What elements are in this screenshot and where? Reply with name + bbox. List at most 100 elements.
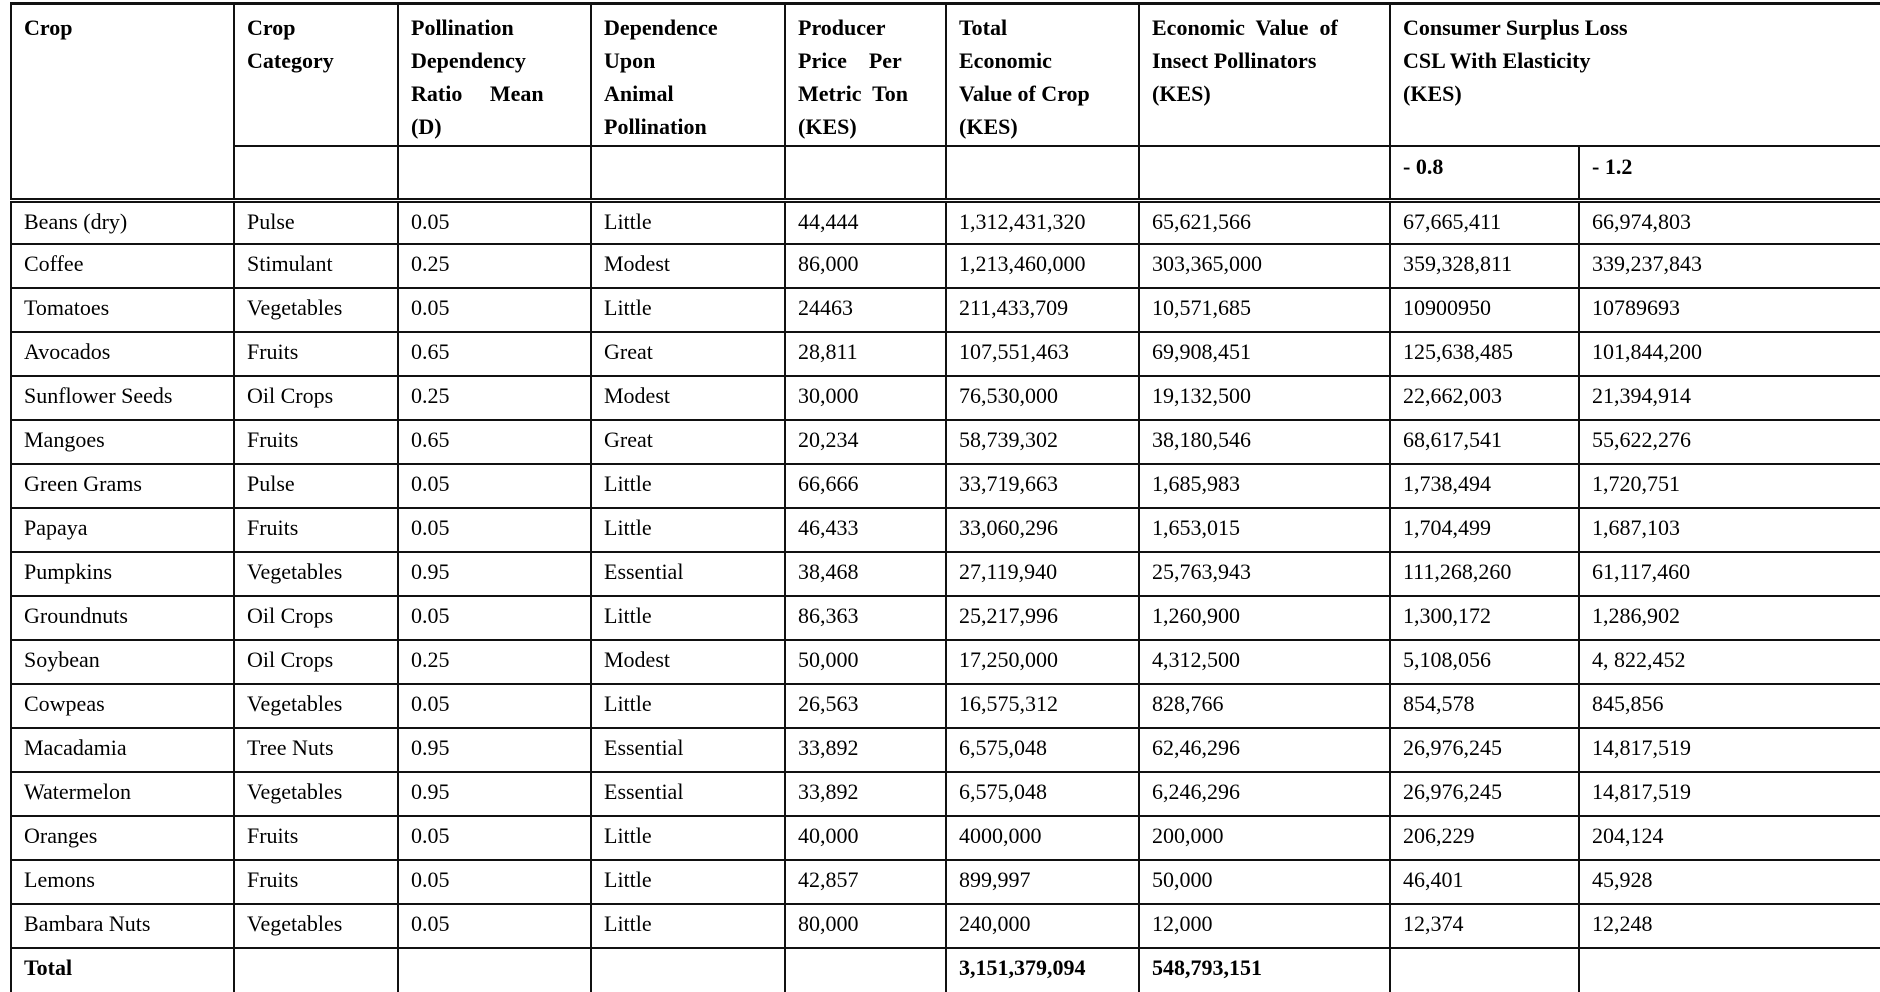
cell-price: 40,000 [784, 815, 947, 861]
cell-pollinator_value: 62,46,296 [1138, 727, 1391, 773]
cell-pollinator_value: 19,132,500 [1138, 375, 1391, 421]
table-row: Oranges Fruits 0.05 Little 40,000 4000,000 200… [10, 815, 1880, 861]
cell-crop: Oranges [10, 815, 235, 861]
total-empty-ratio [397, 947, 592, 992]
cell-dependence: Great [590, 331, 786, 377]
cell-ratio: 0.65 [397, 331, 592, 377]
cell-ratio: 0.25 [397, 639, 592, 685]
cell-pollinator_value: 50,000 [1138, 859, 1391, 905]
total-empty-category [233, 947, 399, 992]
cell-csl_12: 101,844,200 [1578, 331, 1880, 377]
cell-csl_08: 22,662,003 [1389, 375, 1580, 421]
total-pollinator-value: 548,793,151 [1138, 947, 1391, 992]
cell-csl_08: 5,108,056 [1389, 639, 1580, 685]
total-empty-dependence [590, 947, 786, 992]
cell-crop: Macadamia [10, 727, 235, 773]
cell-crop: Green Grams [10, 463, 235, 509]
cell-ratio: 0.95 [397, 727, 592, 773]
cell-total_value: 76,530,000 [945, 375, 1140, 421]
cell-category: Oil Crops [233, 639, 399, 685]
cell-csl_12: 21,394,914 [1578, 375, 1880, 421]
cell-ratio: 0.05 [397, 815, 592, 861]
cell-pollinator_value: 200,000 [1138, 815, 1391, 861]
cell-pollinator_value: 4,312,500 [1138, 639, 1391, 685]
cell-total_value: 240,000 [945, 903, 1140, 949]
cell-pollinator_value: 10,571,685 [1138, 287, 1391, 333]
cell-category: Vegetables [233, 903, 399, 949]
table-row: Macadamia Tree Nuts 0.95 Essential 33,892 6,5… [10, 727, 1880, 773]
table-row: Lemons Fruits 0.05 Little 42,857 899,997 50,00… [10, 859, 1880, 905]
cell-crop: Watermelon [10, 771, 235, 817]
cell-dependence: Modest [590, 639, 786, 685]
cell-pollinator_value: 38,180,546 [1138, 419, 1391, 465]
cell-dependence: Little [590, 815, 786, 861]
cell-dependence: Little [590, 287, 786, 333]
header-row-main: Crop Crop Category Pollination Dependenc… [10, 2, 1880, 201]
cell-dependence: Little [590, 507, 786, 553]
cell-ratio: 0.95 [397, 771, 592, 817]
cell-price: 24463 [784, 287, 947, 333]
table-row: Watermelon Vegetables 0.95 Essential 33,892 6… [10, 771, 1880, 817]
cell-price: 86,363 [784, 595, 947, 641]
cell-category: Vegetables [233, 771, 399, 817]
cell-csl_12: 339,237,843 [1578, 243, 1880, 289]
cell-csl_08: 26,976,245 [1389, 727, 1580, 773]
cell-dependence: Little [590, 595, 786, 641]
total-label: Total [10, 947, 235, 992]
total-empty-csl-12 [1578, 947, 1880, 992]
cell-ratio: 0.05 [397, 903, 592, 949]
cell-category: Fruits [233, 419, 399, 465]
col-header-crop-category: Crop Category [233, 2, 399, 147]
cell-csl_12: 55,622,276 [1578, 419, 1880, 465]
cell-category: Fruits [233, 331, 399, 377]
cell-csl_08: 10900950 [1389, 287, 1580, 333]
cell-pollinator_value: 1,260,900 [1138, 595, 1391, 641]
cell-csl_08: 125,638,485 [1389, 331, 1580, 377]
cell-price: 44,444 [784, 197, 947, 245]
cell-category: Pulse [233, 197, 399, 245]
cell-csl_08: 1,738,494 [1389, 463, 1580, 509]
cell-crop: Mangoes [10, 419, 235, 465]
cell-ratio: 0.05 [397, 507, 592, 553]
cell-dependence: Little [590, 859, 786, 905]
table-row: Bambara Nuts Vegetables 0.05 Little 80,000 24… [10, 903, 1880, 949]
cell-total_value: 107,551,463 [945, 331, 1140, 377]
cell-dependence: Little [590, 197, 786, 245]
cell-pollinator_value: 69,908,451 [1138, 331, 1391, 377]
cell-category: Fruits [233, 815, 399, 861]
cell-total_value: 25,217,996 [945, 595, 1140, 641]
table-row: Tomatoes Vegetables 0.05 Little 24463 211,433… [10, 287, 1880, 333]
cell-total_value: 33,060,296 [945, 507, 1140, 553]
cell-ratio: 0.05 [397, 683, 592, 729]
cell-csl_12: 1,720,751 [1578, 463, 1880, 509]
cell-pollinator_value: 1,685,983 [1138, 463, 1391, 509]
cell-category: Fruits [233, 507, 399, 553]
table-row: Soybean Oil Crops 0.25 Modest 50,000 17,250,0… [10, 639, 1880, 685]
col-header-total-economic-value: Total Economic Value of Crop (KES) [945, 2, 1140, 147]
table-body: Beans (dry) Pulse 0.05 Little 44,444 1,312,43… [10, 197, 1880, 949]
cell-total_value: 6,575,048 [945, 727, 1140, 773]
table-row: Mangoes Fruits 0.65 Great 20,234 58,739,302 38… [10, 419, 1880, 465]
cell-csl_08: 854,578 [1389, 683, 1580, 729]
cell-csl_12: 1,687,103 [1578, 507, 1880, 553]
cell-total_value: 17,250,000 [945, 639, 1140, 685]
pollinator-economic-value-table: Crop Crop Category Pollination Dependenc… [10, 2, 1880, 992]
cell-category: Oil Crops [233, 375, 399, 421]
cell-category: Oil Crops [233, 595, 399, 641]
table-row: Pumpkins Vegetables 0.95 Essential 38,468 27,… [10, 551, 1880, 597]
cell-price: 42,857 [784, 859, 947, 905]
subheader-empty-pollinator-value [1138, 145, 1391, 201]
cell-price: 33,892 [784, 771, 947, 817]
cell-csl_12: 66,974,803 [1578, 197, 1880, 245]
col-header-insect-pollinator-value: Economic Value of Insect Pollinators (KE… [1138, 2, 1391, 147]
cell-dependence: Little [590, 683, 786, 729]
cell-crop: Cowpeas [10, 683, 235, 729]
cell-category: Fruits [233, 859, 399, 905]
cell-price: 50,000 [784, 639, 947, 685]
cell-ratio: 0.95 [397, 551, 592, 597]
cell-price: 38,468 [784, 551, 947, 597]
cell-dependence: Essential [590, 727, 786, 773]
table-row: Cowpeas Vegetables 0.05 Little 26,563 16,575,… [10, 683, 1880, 729]
cell-csl_12: 1,286,902 [1578, 595, 1880, 641]
cell-ratio: 0.05 [397, 595, 592, 641]
